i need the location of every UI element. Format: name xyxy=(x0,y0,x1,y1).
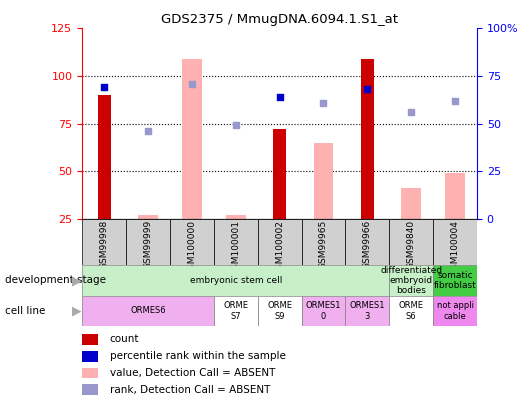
Text: GSM100004: GSM100004 xyxy=(450,220,460,275)
FancyBboxPatch shape xyxy=(389,296,433,326)
FancyBboxPatch shape xyxy=(214,219,258,265)
Text: count: count xyxy=(110,335,139,345)
Bar xyxy=(138,215,158,219)
FancyBboxPatch shape xyxy=(389,265,433,296)
Bar xyxy=(98,95,111,219)
Text: ORMES1
3: ORMES1 3 xyxy=(350,301,385,320)
Point xyxy=(407,109,416,115)
FancyBboxPatch shape xyxy=(346,219,389,265)
Text: cell line: cell line xyxy=(5,306,46,316)
Text: ORMES1
0: ORMES1 0 xyxy=(306,301,341,320)
FancyBboxPatch shape xyxy=(82,219,126,265)
FancyBboxPatch shape xyxy=(82,265,389,296)
Bar xyxy=(82,384,98,395)
Text: value, Detection Call = ABSENT: value, Detection Call = ABSENT xyxy=(110,368,275,378)
Text: development stage: development stage xyxy=(5,275,107,286)
FancyBboxPatch shape xyxy=(302,296,346,326)
FancyBboxPatch shape xyxy=(126,219,170,265)
Bar xyxy=(182,59,202,219)
Text: GSM99840: GSM99840 xyxy=(407,220,416,269)
Text: differentiated
embryoid
bodies: differentiated embryoid bodies xyxy=(380,266,442,295)
FancyBboxPatch shape xyxy=(170,219,214,265)
Text: somatic
fibroblast: somatic fibroblast xyxy=(434,271,476,290)
Text: percentile rank within the sample: percentile rank within the sample xyxy=(110,351,286,361)
FancyBboxPatch shape xyxy=(82,296,214,326)
Bar xyxy=(226,215,245,219)
Point xyxy=(188,80,196,87)
Point xyxy=(232,122,240,129)
FancyBboxPatch shape xyxy=(214,296,258,326)
Text: ▶: ▶ xyxy=(72,304,82,318)
FancyBboxPatch shape xyxy=(346,296,389,326)
FancyBboxPatch shape xyxy=(433,219,477,265)
Point xyxy=(319,99,328,106)
Bar xyxy=(401,188,421,219)
Text: ORMES6: ORMES6 xyxy=(130,306,166,315)
Bar xyxy=(314,143,333,219)
Text: embryonic stem cell: embryonic stem cell xyxy=(190,276,282,285)
FancyBboxPatch shape xyxy=(433,296,477,326)
Bar xyxy=(445,173,465,219)
Text: not appli
cable: not appli cable xyxy=(437,301,474,320)
Text: GSM99998: GSM99998 xyxy=(100,220,109,269)
Text: GSM100001: GSM100001 xyxy=(231,220,240,275)
Bar xyxy=(82,351,98,362)
FancyBboxPatch shape xyxy=(258,296,302,326)
Text: GSM99999: GSM99999 xyxy=(144,220,153,269)
Text: GSM100000: GSM100000 xyxy=(187,220,196,275)
Point xyxy=(144,128,152,134)
Bar xyxy=(361,59,374,219)
Point xyxy=(451,98,460,104)
Text: ▶: ▶ xyxy=(72,274,82,287)
Point xyxy=(363,86,372,92)
FancyBboxPatch shape xyxy=(258,219,302,265)
Bar xyxy=(82,368,98,378)
Title: GDS2375 / MmugDNA.6094.1.S1_at: GDS2375 / MmugDNA.6094.1.S1_at xyxy=(161,13,398,26)
Text: ORME
S6: ORME S6 xyxy=(399,301,423,320)
Point xyxy=(276,94,284,100)
Point xyxy=(100,84,108,91)
Text: ORME
S9: ORME S9 xyxy=(267,301,292,320)
Text: rank, Detection Call = ABSENT: rank, Detection Call = ABSENT xyxy=(110,385,270,394)
Text: GSM99965: GSM99965 xyxy=(319,220,328,269)
Bar xyxy=(273,129,286,219)
FancyBboxPatch shape xyxy=(389,219,433,265)
Text: ORME
S7: ORME S7 xyxy=(223,301,248,320)
Text: GSM99966: GSM99966 xyxy=(363,220,372,269)
FancyBboxPatch shape xyxy=(302,219,346,265)
Text: GSM100002: GSM100002 xyxy=(275,220,284,275)
FancyBboxPatch shape xyxy=(433,265,477,296)
Bar xyxy=(82,334,98,345)
